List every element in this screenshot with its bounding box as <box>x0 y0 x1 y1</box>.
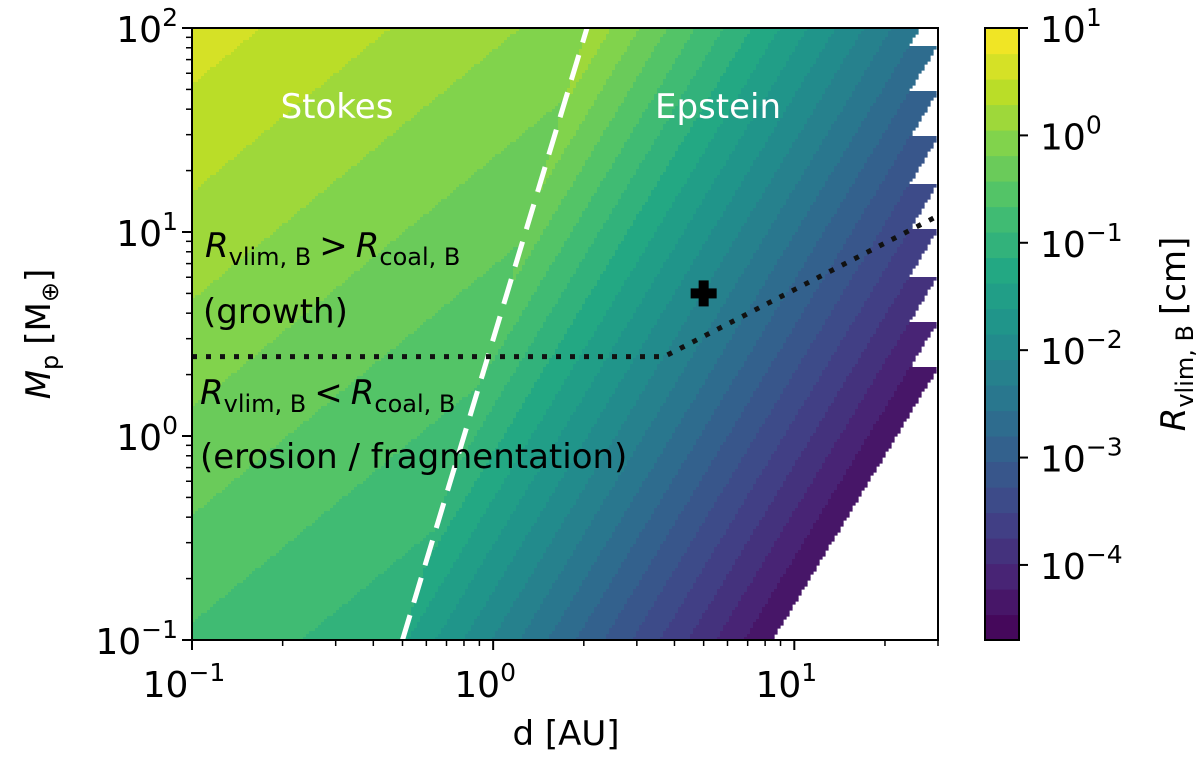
x-axis-title: d [AU] <box>512 714 619 754</box>
y-tick-label: 102 <box>116 3 178 51</box>
contour-fill <box>192 28 937 640</box>
growth-note-label: (growth) <box>203 292 348 332</box>
x-tick-label: 101 <box>755 658 817 706</box>
colorbar <box>985 28 1019 641</box>
colorbar-tick-label: 10−1 <box>1040 218 1123 266</box>
colorbar-tick-label: 10−3 <box>1040 433 1123 481</box>
planet-marker <box>690 280 717 307</box>
colorbar-title: Rvlim, B[cm] <box>1154 237 1199 432</box>
erosion-relation-label: Rvlim, B < Rcoal, B <box>200 373 455 418</box>
x-tick-label: 100 <box>454 658 516 706</box>
y-tick-label: 100 <box>116 411 178 459</box>
growth-erosion-boundary-line <box>192 213 938 360</box>
y-tick-label: 10−1 <box>95 615 178 663</box>
y-tick-label: 101 <box>116 207 178 255</box>
x-tick-label: 10−1 <box>143 658 226 706</box>
colorbar-ticks: 101 100 10−1 10−2 10−3 10−4 <box>1019 3 1123 588</box>
colorbar-frame <box>984 27 1020 641</box>
y-axis-title: Mp[M⊕] <box>19 269 64 400</box>
erosion-note-label: (erosion / fragmentation) <box>200 437 627 477</box>
colorbar-tick-label: 10−4 <box>1040 540 1123 588</box>
plot-frame <box>191 27 939 641</box>
x-axis-ticks: 10−1 100 101 <box>143 640 939 706</box>
colorbar-tick-label: 10−2 <box>1040 325 1123 373</box>
colorbar-tick-label: 100 <box>1040 110 1102 158</box>
stokes-region-label: Stokes <box>281 87 394 127</box>
growth-relation-label: Rvlim, B > Rcoal, B <box>205 226 460 271</box>
y-axis-ticks: 10−1 100 101 102 <box>95 3 192 663</box>
colorbar-tick-label: 101 <box>1040 3 1102 51</box>
epstein-region-label: Epstein <box>655 87 781 127</box>
stokes-epstein-boundary-line <box>400 28 590 640</box>
